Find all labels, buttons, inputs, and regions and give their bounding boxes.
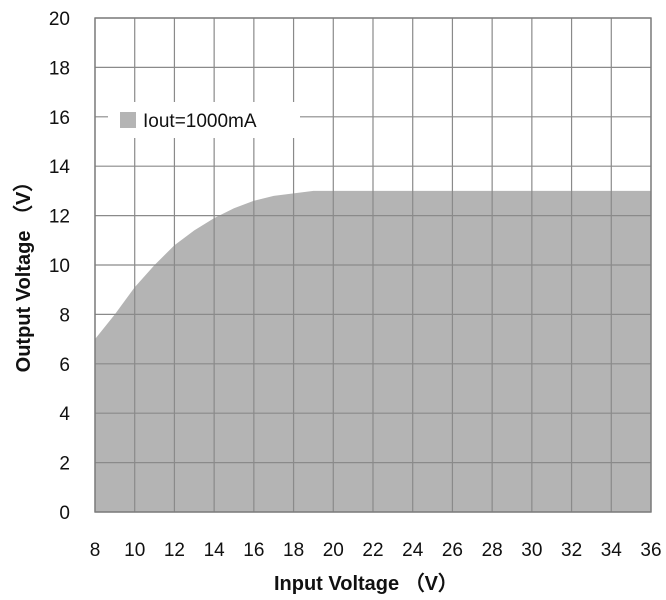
y-axis-title: Output Voltage （V） <box>12 172 35 373</box>
x-tick-label: 30 <box>521 540 542 561</box>
x-tick-label: 20 <box>323 540 344 561</box>
y-tick-label: 8 <box>59 305 70 326</box>
legend-swatch <box>120 112 136 128</box>
plot-frame <box>94 17 652 513</box>
x-tick-label: 24 <box>402 540 424 561</box>
x-tick-label: 18 <box>283 540 304 561</box>
x-axis-title: Input Voltage （V） <box>274 572 458 595</box>
y-tick-labels: 0 2 4 6 8 10 12 14 16 18 20 <box>49 9 71 524</box>
y-tick-label: 2 <box>59 454 70 475</box>
y-tick-label: 18 <box>49 58 70 79</box>
x-tick-label: 32 <box>561 540 582 561</box>
y-tick-label: 6 <box>59 355 70 376</box>
x-tick-label: 26 <box>442 540 463 561</box>
y-tick-label: 0 <box>59 503 70 524</box>
x-tick-labels: 8 10 12 14 16 18 20 22 24 26 28 30 32 34 36 <box>90 540 662 561</box>
y-tick-label: 10 <box>49 256 70 277</box>
plot-frame-layer <box>94 17 652 513</box>
y-tick-label: 16 <box>49 108 70 129</box>
x-tick-label: 22 <box>362 540 383 561</box>
x-tick-label: 28 <box>482 540 503 561</box>
y-tick-label: 20 <box>49 9 70 30</box>
y-tick-label: 12 <box>49 207 70 228</box>
legend-label: Iout=1000mA <box>143 111 257 132</box>
x-tick-label: 10 <box>124 540 145 561</box>
x-tick-label: 16 <box>243 540 264 561</box>
legend: Iout=1000mA <box>108 102 300 138</box>
x-tick-label: 36 <box>640 540 661 561</box>
legend-background <box>108 102 300 138</box>
x-tick-label: 34 <box>601 540 623 561</box>
y-tick-label: 14 <box>49 157 71 178</box>
y-tick-label: 4 <box>59 404 70 425</box>
x-tick-label: 12 <box>164 540 185 561</box>
x-tick-label: 8 <box>90 540 101 561</box>
x-tick-label: 14 <box>204 540 226 561</box>
